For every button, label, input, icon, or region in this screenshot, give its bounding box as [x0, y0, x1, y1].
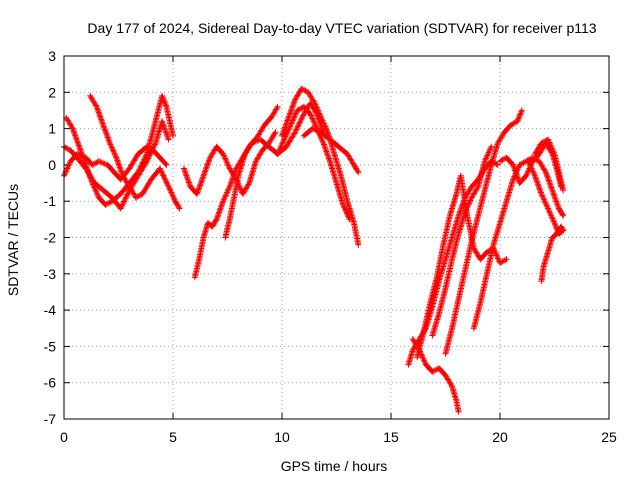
x-tick-label: 0	[60, 429, 68, 445]
x-axis-label: GPS time / hours	[281, 458, 388, 474]
series-arc-20	[531, 136, 567, 194]
y-tick-label: 3	[48, 48, 56, 64]
series-arc-19	[538, 223, 567, 285]
x-tick-label: 10	[274, 429, 290, 445]
y-tick-label: 2	[48, 84, 56, 100]
data-markers	[300, 125, 362, 176]
series-arc-09	[274, 103, 353, 223]
x-tick-label: 20	[492, 429, 508, 445]
x-tick-label: 15	[383, 429, 399, 445]
series-arc-02	[63, 92, 176, 208]
data-markers	[470, 154, 567, 332]
y-tick-label: -6	[44, 375, 57, 391]
x-tick-label: 25	[601, 429, 617, 445]
data-markers	[429, 143, 495, 339]
series-arc-13	[414, 172, 510, 361]
series-arc-06	[180, 129, 279, 197]
data-points	[61, 85, 567, 415]
data-markers	[63, 92, 176, 208]
data-markers	[442, 107, 525, 357]
series-arc-03	[87, 92, 183, 212]
data-markers	[191, 103, 281, 281]
y-tick-label: -7	[44, 411, 57, 427]
chart-title: Day 177 of 2024, Sidereal Day-to-day VTE…	[87, 20, 596, 36]
data-markers	[279, 85, 362, 248]
y-tick-label: -2	[44, 230, 57, 246]
axis-ticks: -7 -6 -5 -4 -3 -2 -1 0 1 2 3 0 5 10 15 20 25	[44, 48, 617, 445]
y-tick-label: -1	[44, 193, 57, 209]
series-arc-15	[442, 107, 525, 357]
y-tick-label: -4	[44, 302, 57, 318]
x-tick-label: 5	[169, 429, 177, 445]
series-arc-10	[300, 125, 362, 176]
y-tick-label: -5	[44, 338, 57, 354]
data-markers	[414, 172, 510, 361]
y-tick-label: -3	[44, 266, 57, 282]
series-arc-14	[429, 143, 495, 339]
series-arc-05	[191, 103, 281, 281]
series-arc-07	[222, 100, 327, 241]
series-arc-16	[470, 154, 567, 332]
y-tick-label: 1	[48, 121, 56, 137]
y-axis-label: SDTVAR / TECUs	[5, 184, 21, 296]
grid-lines	[64, 56, 609, 419]
data-markers	[222, 100, 327, 241]
data-markers	[274, 103, 353, 223]
series-arc-08	[279, 85, 362, 248]
data-markers	[87, 92, 183, 212]
data-markers	[531, 136, 567, 194]
data-markers	[538, 223, 567, 285]
plot-frame	[63, 55, 610, 420]
data-markers	[180, 129, 279, 197]
y-tick-label: 0	[48, 157, 56, 173]
